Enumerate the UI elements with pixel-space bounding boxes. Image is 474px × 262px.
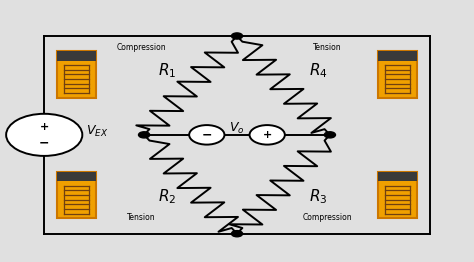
Circle shape [231,33,243,39]
Circle shape [138,132,150,138]
Text: −: − [39,136,49,149]
Text: $V_{EX}$: $V_{EX}$ [86,123,108,139]
Text: Compression: Compression [117,43,166,52]
FancyBboxPatch shape [57,51,97,98]
FancyBboxPatch shape [57,51,97,61]
Text: Tension: Tension [128,212,156,221]
FancyBboxPatch shape [57,172,97,218]
Text: −: − [201,128,212,141]
Text: Tension: Tension [313,43,342,52]
Text: $R_1$: $R_1$ [158,61,176,80]
Text: $R_2$: $R_2$ [158,187,176,206]
Text: $R_4$: $R_4$ [309,61,328,80]
FancyBboxPatch shape [377,51,417,98]
FancyBboxPatch shape [377,172,417,218]
FancyBboxPatch shape [377,51,417,61]
Circle shape [231,231,243,237]
Text: +: + [40,122,49,132]
FancyBboxPatch shape [377,172,417,181]
Circle shape [249,125,285,145]
FancyBboxPatch shape [57,172,97,181]
Circle shape [6,114,82,156]
Text: $V_o$: $V_o$ [229,121,245,136]
Circle shape [324,132,336,138]
Text: +: + [263,130,272,140]
Circle shape [189,125,225,145]
Text: $R_3$: $R_3$ [309,187,328,206]
Text: Compression: Compression [303,212,352,221]
